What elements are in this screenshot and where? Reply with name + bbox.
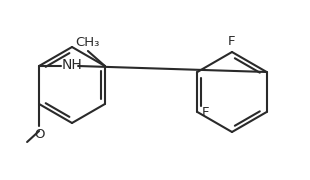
Text: O: O: [34, 128, 44, 141]
Text: F: F: [228, 35, 236, 48]
Text: F: F: [202, 105, 209, 118]
Text: NH: NH: [62, 58, 83, 72]
Text: CH₃: CH₃: [76, 36, 100, 49]
